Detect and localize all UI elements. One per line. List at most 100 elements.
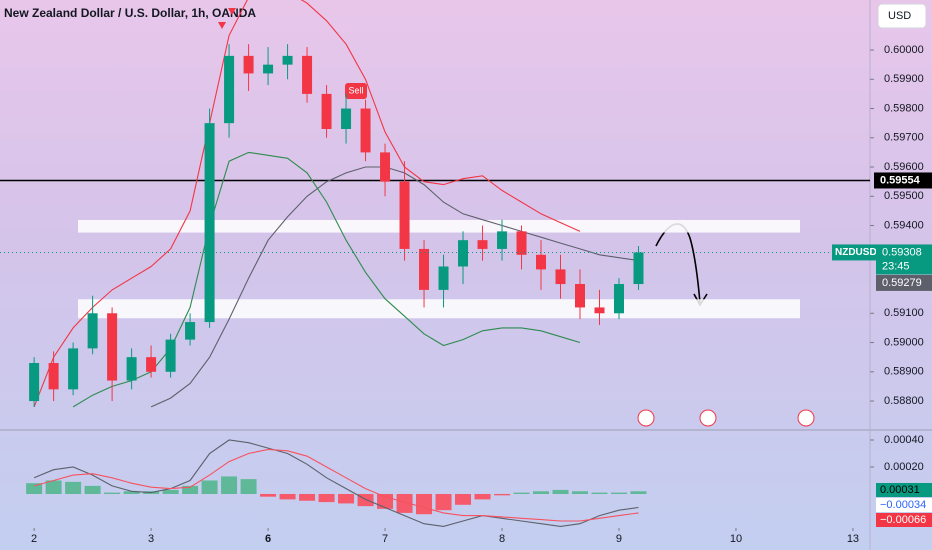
histogram-bar xyxy=(221,476,238,494)
histogram-bar xyxy=(533,491,550,494)
band-line xyxy=(72,151,581,408)
ma-badge xyxy=(876,274,932,291)
histogram-bar xyxy=(201,480,218,494)
candle-body xyxy=(263,64,274,74)
candle-body xyxy=(107,313,118,381)
sell-badge xyxy=(345,83,367,99)
histogram-bar xyxy=(494,493,511,496)
candle-body xyxy=(185,322,196,340)
candle-body xyxy=(477,240,488,249)
histogram-bar xyxy=(572,491,588,494)
histogram-bar xyxy=(416,493,433,515)
histogram-bar xyxy=(630,491,647,494)
price-label: 0.59308 xyxy=(882,246,922,258)
candle-body xyxy=(282,55,293,65)
histogram-bar xyxy=(45,480,62,494)
candle-body xyxy=(224,55,235,124)
y-tick-label: 0.60000 xyxy=(884,44,924,56)
countdown-label: 23:45 xyxy=(882,260,910,272)
x-tick-label: 9 xyxy=(616,533,622,545)
signal-markers xyxy=(218,8,236,29)
candle-body xyxy=(146,357,157,372)
histogram-bar xyxy=(65,481,82,494)
price-badge xyxy=(876,244,932,275)
x-tick-label: 10 xyxy=(730,533,742,545)
hline-badge xyxy=(874,172,932,189)
histogram-bar xyxy=(182,485,199,494)
candle-body xyxy=(458,240,469,267)
x-tick-label: 2 xyxy=(31,533,37,545)
histogram-bar xyxy=(104,492,121,494)
value-badge-label: −0.00066 xyxy=(880,514,926,526)
histogram-bar xyxy=(513,492,530,494)
histogram-bar xyxy=(591,492,608,494)
y-tick-label: 0.59900 xyxy=(884,73,924,85)
histogram-bar xyxy=(552,489,569,494)
candle-body xyxy=(516,231,527,255)
x-tick-label: 13 xyxy=(847,533,859,545)
value-badge xyxy=(876,513,932,527)
histogram-bar xyxy=(396,493,413,513)
band-line xyxy=(150,166,639,408)
histogram-bar xyxy=(610,492,627,494)
y-tick-label: 0.59600 xyxy=(884,161,924,173)
candle-body xyxy=(555,269,566,285)
histogram-bar xyxy=(26,483,43,494)
chart-title: New Zealand Dollar / U.S. Dollar, 1h, OA… xyxy=(4,6,256,20)
value-badge-label: −0.00034 xyxy=(880,499,926,511)
x-tick-label: 7 xyxy=(382,533,388,545)
candle-body xyxy=(68,348,79,390)
candle-body xyxy=(321,93,332,129)
hline-label: 0.59554 xyxy=(880,174,921,186)
currency-label: USD xyxy=(888,10,911,22)
value-badge-label: 0.00031 xyxy=(880,484,920,496)
histogram-bar xyxy=(455,493,472,505)
x-tick-label: 8 xyxy=(499,533,505,545)
candle-body xyxy=(380,152,391,182)
candle-body xyxy=(165,339,176,372)
candle-body xyxy=(594,307,605,314)
y-tick-label: 0.58800 xyxy=(884,395,924,407)
event-icons xyxy=(637,409,815,427)
y-tick-label: 0.59400 xyxy=(884,219,924,231)
histogram-bar xyxy=(338,493,355,504)
histogram-bar xyxy=(318,493,335,503)
candle-body xyxy=(29,363,40,402)
value-badge xyxy=(876,483,932,497)
macd-line xyxy=(33,448,639,522)
histogram-bar xyxy=(84,485,101,494)
candle-body xyxy=(243,55,254,74)
currency-button[interactable] xyxy=(877,3,927,29)
y-tick-label: 0.59500 xyxy=(884,190,924,202)
zone xyxy=(78,219,800,233)
band-line xyxy=(33,0,581,408)
symbol-label: NZDUSD xyxy=(835,247,877,258)
ma-label: 0.59279 xyxy=(882,277,922,289)
y-tick-label: 0.59800 xyxy=(884,102,924,114)
histogram-bar xyxy=(260,493,277,497)
histogram-bar xyxy=(299,493,316,501)
macd-line xyxy=(33,439,639,527)
candle-body xyxy=(399,181,410,249)
histogram-bar xyxy=(474,493,491,500)
y-tick-label: 0.00020 xyxy=(884,461,924,473)
y-tick-label: 0.58900 xyxy=(884,366,924,378)
projection-arrow xyxy=(655,223,701,304)
histogram-bar xyxy=(123,491,140,494)
candle-body xyxy=(302,55,313,94)
candle-body xyxy=(87,313,98,349)
histogram-bar xyxy=(435,493,452,511)
candle-body xyxy=(497,231,508,249)
candle-body xyxy=(126,357,137,381)
value-badge xyxy=(876,498,932,512)
candle-body xyxy=(536,254,547,270)
candle-body xyxy=(204,123,215,323)
y-tick-label: 0.59000 xyxy=(884,336,924,348)
symbol-badge xyxy=(832,244,876,261)
y-tick-label: 0.59700 xyxy=(884,132,924,144)
candle-body xyxy=(613,284,624,314)
candle-body xyxy=(633,252,644,285)
candle-body xyxy=(438,266,449,290)
x-tick-label: 6 xyxy=(265,533,271,545)
